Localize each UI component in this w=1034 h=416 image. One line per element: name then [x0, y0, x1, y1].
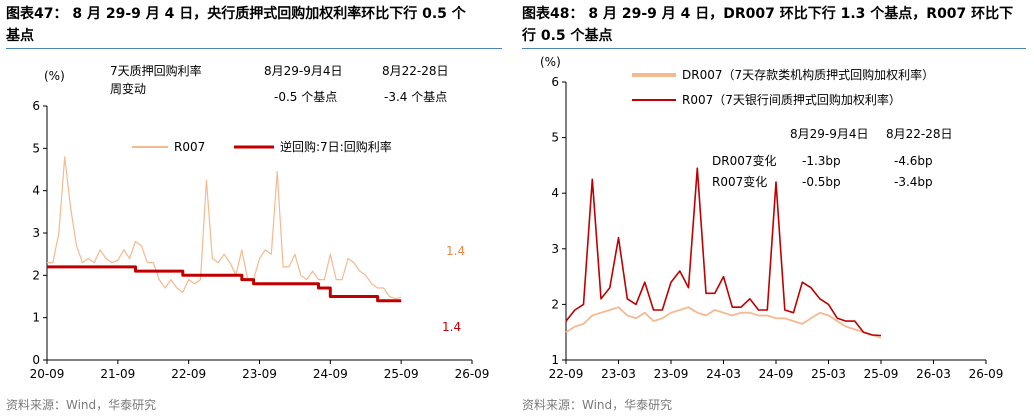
x-tick-label: 25-03 [811, 367, 846, 381]
x-tick-label: 26-03 [916, 367, 951, 381]
legend-label: R007 [174, 140, 205, 154]
y-tick-label: 4 [551, 186, 559, 200]
title-divider [6, 48, 502, 49]
annotation-col1-value: -0.5 个基点 [274, 90, 337, 104]
y-tick-label: 2 [551, 297, 559, 311]
x-tick-label: 23-03 [601, 367, 636, 381]
x-tick-label: 22-09 [549, 367, 584, 381]
x-tick-label: 26-09 [455, 367, 490, 381]
annotation-unit-label: (%) [44, 69, 65, 83]
y-tick-label: 5 [551, 131, 559, 145]
chart-annotation-table: (%) 8月29-9月4日 8月22-28日 DR007变化 R007变化 -1… [540, 55, 953, 189]
chart-canvas: (%) 7天质押回购利率 周变动 8月29-9月4日 8月22-28日 -0.5… [30, 63, 490, 381]
annotation-metric-label: 7天质押回购利率 [110, 63, 202, 78]
y-tick-label: 3 [551, 242, 559, 256]
x-tick-label: 25-09 [864, 367, 899, 381]
chart-panel-right: 图表48： 8 月 29-9 月 4 日，DR007 环比下行 1.3 个基点，… [522, 0, 1028, 416]
x-tick-label: 26-09 [969, 367, 1004, 381]
x-tick-label: 22-09 [171, 367, 206, 381]
legend-label: R007（7天银行间质押式回购加权利率） [682, 92, 901, 107]
series-line-1 [565, 306, 882, 339]
x-tick-label: 25-09 [384, 367, 419, 381]
chart-title-line1: 图表47： 8 月 29-9 月 4 日，央行质押式回购加权利率环比下行 0.5… [6, 6, 466, 22]
annotation-col2-value: -3.4 个基点 [384, 90, 447, 104]
annotation-col1-header: 8月29-9月4日 [264, 64, 343, 78]
y-tick-label: 1 [32, 311, 40, 325]
series-line-1 [47, 156, 402, 300]
chart-annotation-table: (%) 7天质押回购利率 周变动 8月29-9月4日 8月22-28日 -0.5… [44, 63, 449, 104]
annotation-col1-header: 8月29-9月4日 [790, 127, 869, 141]
x-tick-label: 23-09 [242, 367, 277, 381]
series-line-2 [565, 167, 882, 337]
annotation-row2-label: R007变化 [712, 174, 767, 189]
x-tick-label: 23-09 [654, 367, 689, 381]
series2-end-label: 1.4 [442, 320, 461, 334]
x-tick-label: 21-09 [100, 367, 135, 381]
x-tick-label: 24-09 [313, 367, 348, 381]
chart-source: 资料来源：Wind，华泰研究 [6, 398, 157, 412]
legend-label: 逆回购:7日:回购利率 [280, 139, 392, 154]
annotation-row1-label: DR007变化 [712, 153, 776, 168]
y-tick-label: 4 [32, 184, 40, 198]
chart-title: 图表48： 8 月 29-9 月 4 日，DR007 环比下行 1.3 个基点，… [522, 3, 1013, 47]
annotation-metric-label-2: 周变动 [110, 81, 146, 96]
series-line-2 [47, 265, 402, 303]
chart-panel-left: 图表47： 8 月 29-9 月 4 日，央行质押式回购加权利率环比下行 0.5… [6, 0, 504, 416]
y-tick-label: 5 [32, 141, 40, 155]
annotation-unit-label: (%) [540, 55, 561, 69]
x-tick-label: 24-03 [706, 367, 741, 381]
annotation-col2-header: 8月22-28日 [886, 127, 953, 141]
y-tick-label: 6 [32, 99, 40, 113]
y-tick-label: 2 [32, 268, 40, 282]
series1-end-label: 1.4 [446, 244, 465, 258]
x-tick-label: 24-09 [759, 367, 794, 381]
annotation-row1-col2: -4.6bp [894, 154, 933, 168]
chart-title-line1: 图表48： 8 月 29-9 月 4 日，DR007 环比下行 1.3 个基点，… [522, 6, 1014, 22]
annotation-row2-col1: -0.5bp [802, 175, 841, 189]
x-tick-label: 20-09 [30, 367, 65, 381]
chart-title: 图表47： 8 月 29-9 月 4 日，央行质押式回购加权利率环比下行 0.5… [6, 3, 466, 47]
y-tick-label: 3 [32, 226, 40, 240]
legend-label: DR007（7天存款类机构质押式回购加权利率） [682, 67, 934, 82]
chart-source: 资料来源：Wind，华泰研究 [522, 398, 673, 412]
chart-title-line2: 行 0.5 个基点 [522, 28, 613, 44]
y-tick-label: 6 [551, 75, 559, 89]
y-tick-label: 1 [551, 353, 559, 367]
annotation-col2-header: 8月22-28日 [382, 64, 449, 78]
chart-canvas: (%) 8月29-9月4日 8月22-28日 DR007变化 R007变化 -1… [540, 55, 1004, 381]
y-tick-label: 0 [32, 353, 40, 367]
annotation-row1-col1: -1.3bp [802, 154, 841, 168]
annotation-row2-col2: -3.4bp [894, 175, 933, 189]
title-divider [522, 48, 1026, 49]
chart-title-line2: 基点 [6, 28, 34, 44]
